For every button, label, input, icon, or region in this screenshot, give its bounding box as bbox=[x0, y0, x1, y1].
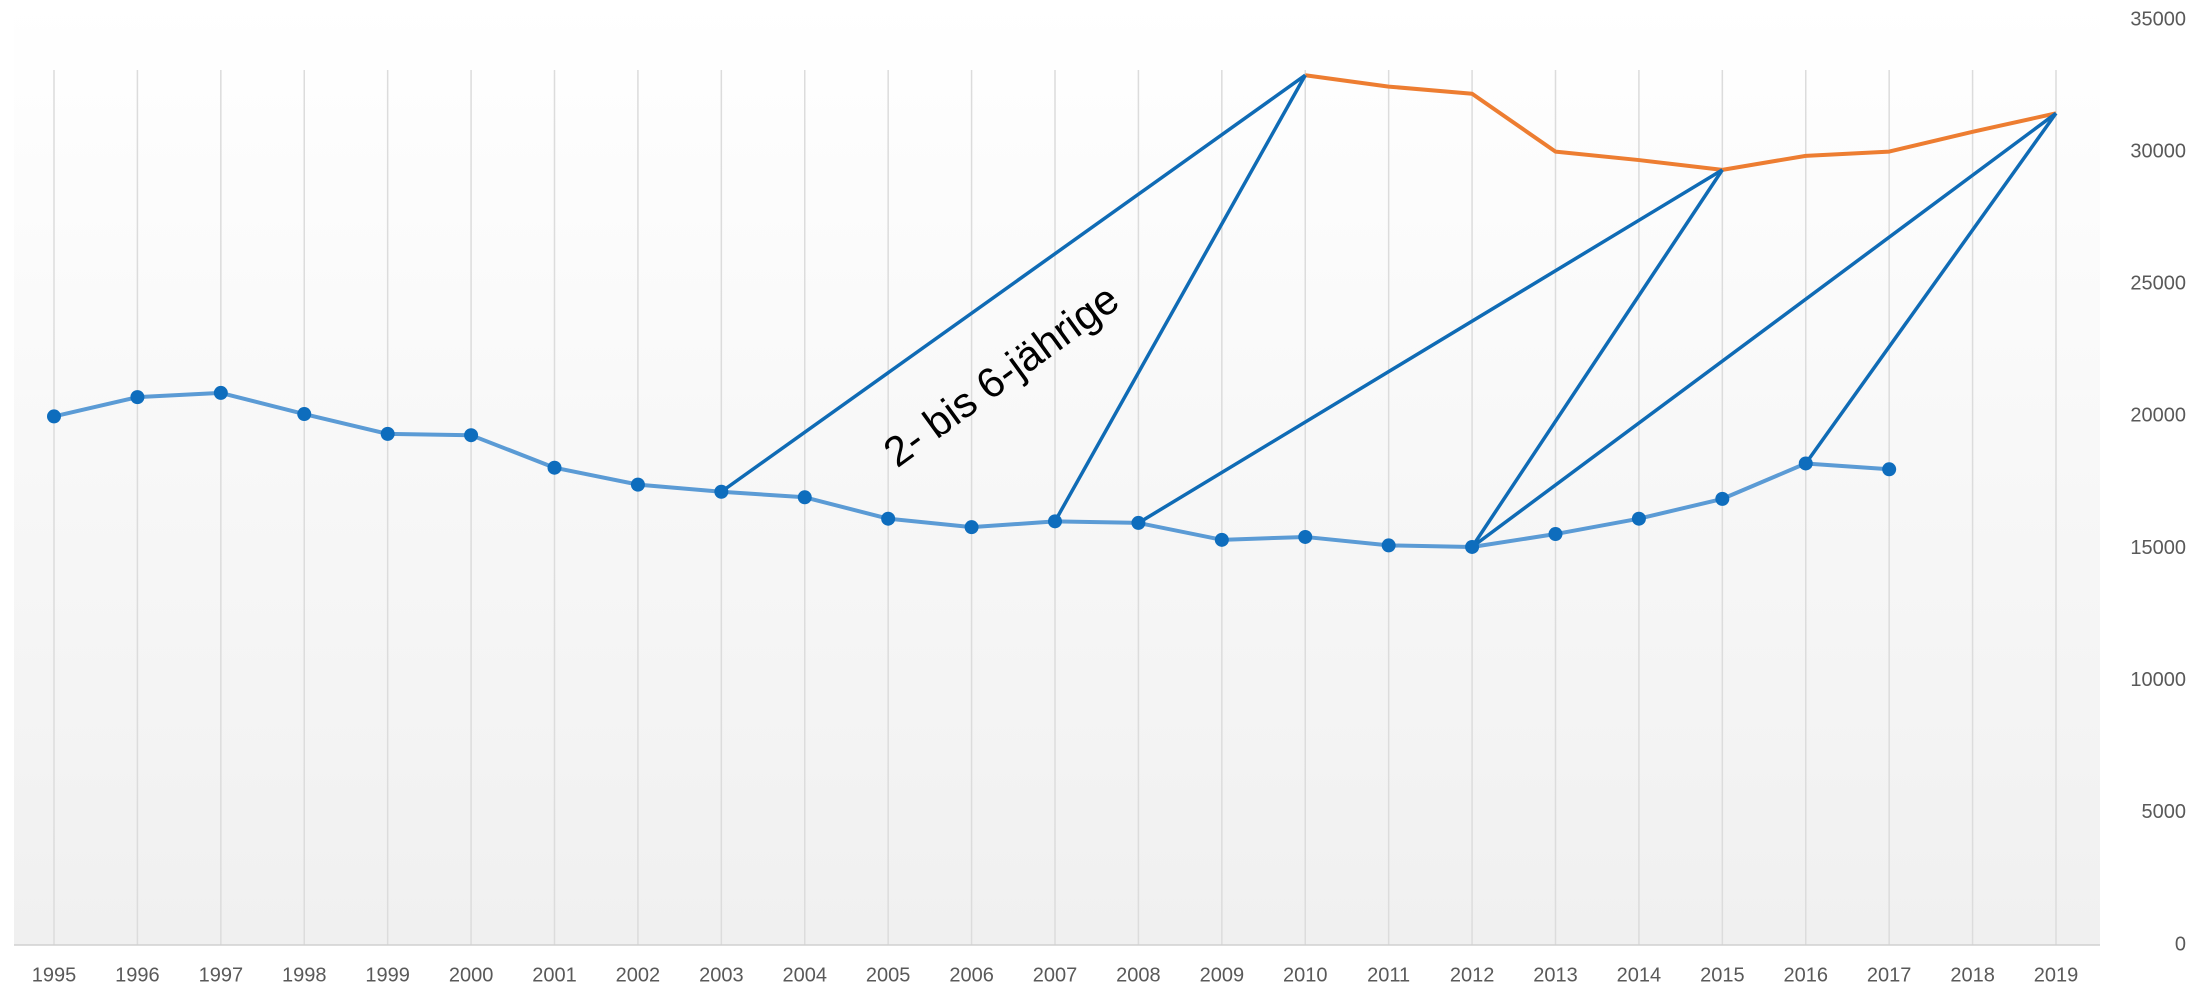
marker bbox=[1798, 456, 1813, 471]
y-tick-label: 5000 bbox=[2142, 801, 2187, 823]
x-tick-label: 1996 bbox=[115, 964, 160, 985]
marker bbox=[1048, 514, 1062, 529]
connector bbox=[1137, 168, 1724, 525]
marker bbox=[881, 511, 896, 526]
marker bbox=[1465, 539, 1480, 554]
y-tick-label: 15000 bbox=[2130, 537, 2186, 559]
x-tick-label: 2009 bbox=[1200, 964, 1245, 985]
plot-background bbox=[14, 0, 2100, 945]
marker bbox=[1631, 511, 1646, 526]
y-tick-label: 20000 bbox=[2130, 405, 2186, 427]
x-tick-label: 2008 bbox=[1116, 964, 1161, 985]
marker bbox=[130, 390, 145, 405]
marker bbox=[1548, 527, 1563, 542]
marker bbox=[964, 520, 979, 535]
x-tick-label: 2019 bbox=[2034, 964, 2079, 985]
marker bbox=[297, 407, 312, 422]
x-tick-label: 2001 bbox=[532, 964, 577, 985]
x-tick-label: 2002 bbox=[616, 964, 661, 985]
x-tick-label: 2003 bbox=[699, 964, 744, 985]
connector bbox=[1470, 168, 1724, 548]
connector bbox=[1471, 111, 2058, 549]
x-tick-label: 2005 bbox=[866, 964, 911, 985]
marker bbox=[547, 460, 562, 475]
x-tick-label: 2013 bbox=[1533, 964, 1578, 985]
marker bbox=[714, 484, 729, 499]
x-tick-label: 2006 bbox=[949, 964, 994, 985]
marker bbox=[380, 426, 395, 441]
marker bbox=[47, 409, 61, 424]
y-tick-label: 0 bbox=[2175, 933, 2186, 955]
connector bbox=[1053, 74, 1307, 523]
y-tick-label: 25000 bbox=[2130, 273, 2186, 295]
x-tick-label: 2012 bbox=[1450, 964, 1495, 985]
marker bbox=[797, 490, 812, 505]
marker bbox=[1298, 529, 1313, 544]
x-tick-label: 1997 bbox=[199, 964, 244, 985]
marker bbox=[1715, 491, 1730, 506]
x-tick-label: 2000 bbox=[449, 964, 494, 985]
y-tick-label: 30000 bbox=[2130, 140, 2186, 162]
x-tick-label: 2007 bbox=[1033, 964, 1078, 985]
marker bbox=[1882, 462, 1897, 477]
x-tick-label: 2004 bbox=[783, 964, 828, 985]
x-tick-label: 2015 bbox=[1700, 964, 1745, 985]
marker bbox=[1131, 515, 1146, 530]
marker bbox=[213, 385, 228, 400]
x-tick-label: 2016 bbox=[1784, 964, 1829, 985]
x-tick-label: 1995 bbox=[32, 964, 77, 985]
x-tick-label: 2014 bbox=[1617, 964, 1662, 985]
x-tick-label: 2011 bbox=[1367, 964, 1410, 985]
x-tick-label: 2010 bbox=[1283, 964, 1328, 985]
marker bbox=[464, 428, 479, 443]
y-tick-label: 35000 bbox=[2130, 8, 2186, 30]
y-tick-label: 10000 bbox=[2130, 669, 2186, 691]
x-tick-label: 2018 bbox=[1950, 964, 1995, 985]
series-line bbox=[1304, 73, 2057, 172]
connector bbox=[1804, 112, 2058, 465]
marker bbox=[1381, 538, 1396, 553]
x-tick-label: 1998 bbox=[282, 964, 327, 985]
marker bbox=[1214, 532, 1229, 547]
marker bbox=[630, 477, 645, 492]
x-tick-label: 1999 bbox=[365, 964, 410, 985]
connector bbox=[720, 73, 1307, 494]
x-tick-label: 2017 bbox=[1867, 964, 1912, 985]
